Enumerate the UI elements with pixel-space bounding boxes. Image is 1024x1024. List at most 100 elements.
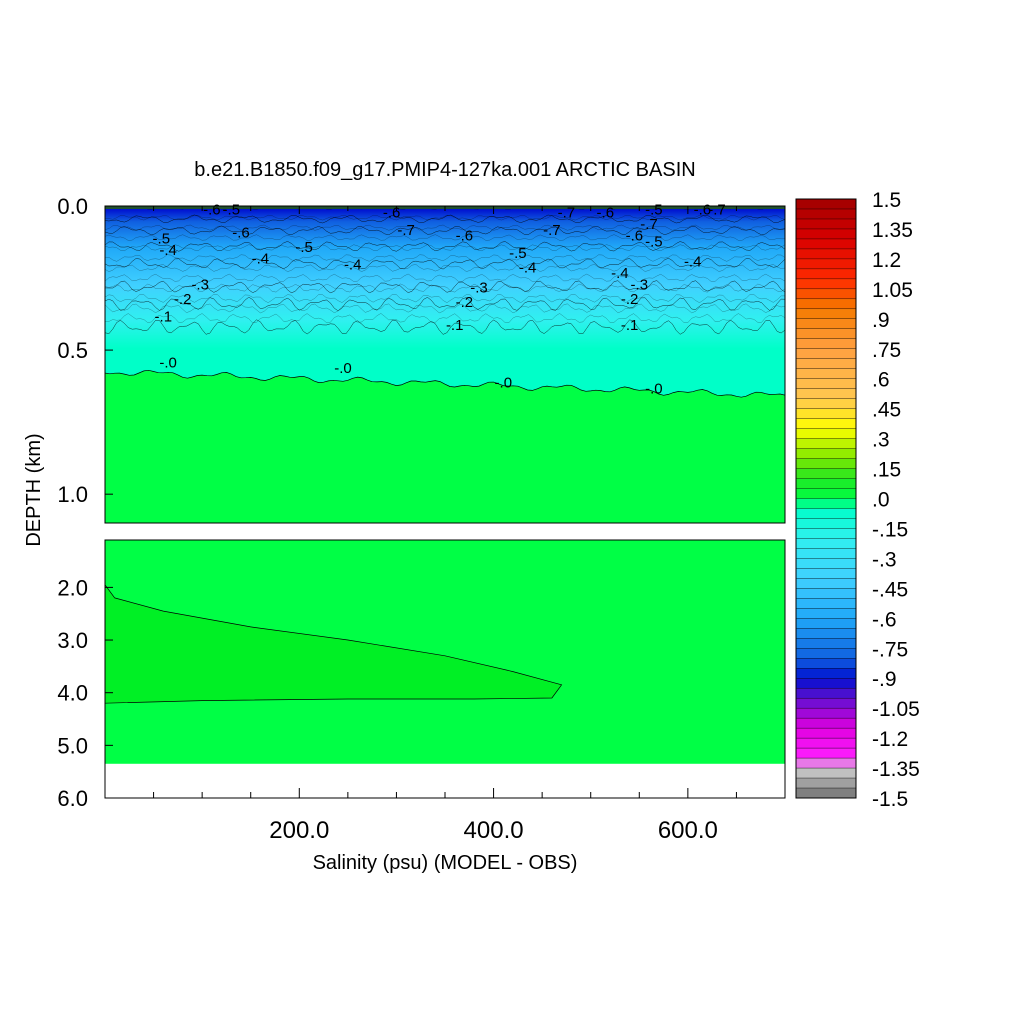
colorbar-bin xyxy=(795,428,857,440)
contour-label: -.5 xyxy=(153,231,171,248)
colorbar-bin xyxy=(795,238,857,250)
colorbar-label: -.6 xyxy=(872,608,897,631)
colorbar-label: 1.2 xyxy=(872,249,901,272)
stratification-line xyxy=(104,244,786,252)
colorbar-label: -.75 xyxy=(872,638,908,661)
colorbar-frame xyxy=(795,198,857,799)
colorbar-bin xyxy=(795,248,857,260)
contour-label: -.6 xyxy=(597,205,615,222)
y-tick-label: 6.0 xyxy=(57,786,88,811)
colorbar-label: .45 xyxy=(872,399,901,422)
colorbar-label: -1.35 xyxy=(872,758,920,781)
colorbar-bin xyxy=(795,668,857,679)
contour-label: -.2 xyxy=(174,291,192,308)
colorbar-bin xyxy=(795,418,857,430)
contour-line-m01 xyxy=(104,319,786,335)
y-tick-label: 5.0 xyxy=(57,733,88,758)
colorbar-bin xyxy=(795,687,857,699)
colorbar-bin xyxy=(795,578,857,589)
colorbar-bin xyxy=(795,258,857,270)
x-tick-label: 200.0 xyxy=(269,817,329,844)
contour-label: -.1 xyxy=(155,308,173,325)
colorbar-bin xyxy=(795,598,857,609)
colorbar-label: .0 xyxy=(872,489,890,512)
stratification-line xyxy=(104,273,786,282)
contour-line-m06 xyxy=(104,225,786,236)
contour-label: -.1 xyxy=(446,317,464,334)
colorbar-bin xyxy=(795,408,857,420)
contour-label: -.2 xyxy=(456,294,474,311)
colorbar-bin xyxy=(795,777,857,789)
colorbar-bin xyxy=(795,268,857,280)
contour-line-m04 xyxy=(104,257,786,270)
y-axis-label: DEPTH (km) xyxy=(23,433,45,546)
colorbar-bin xyxy=(795,298,857,310)
colorbar-bin xyxy=(795,328,857,340)
contour-label: -.3 xyxy=(631,277,649,294)
colorbar-label: -1.05 xyxy=(872,698,920,721)
stratification-line xyxy=(104,215,786,221)
colorbar-bin xyxy=(795,388,857,400)
contour-label: -.6 xyxy=(383,205,401,222)
colorbar-bin xyxy=(795,288,857,300)
contour-label: -.5 xyxy=(645,233,663,250)
colorbar-bin xyxy=(795,727,857,739)
contour-label: -.4 xyxy=(684,254,702,271)
colorbar-bin xyxy=(795,228,857,240)
colorbar-bin xyxy=(795,368,857,380)
deep-wedge-contour xyxy=(104,583,563,704)
contour-label: -.1 xyxy=(621,317,639,334)
y-tick-label: 1.0 xyxy=(57,482,88,507)
colorbar-bin xyxy=(795,448,857,460)
colorbar-label: .9 xyxy=(872,309,890,332)
chart-title: b.e21.B1850.f09_g17.PMIP4-127ka.001 ARCT… xyxy=(194,159,695,181)
contour-label: -.0 xyxy=(645,380,663,397)
colorbar-label: 1.5 xyxy=(872,189,901,212)
stratification-line xyxy=(104,294,785,303)
colorbar-label: .3 xyxy=(872,429,890,452)
colorbar-bin xyxy=(795,198,857,210)
contour-label: -.6 xyxy=(232,225,250,242)
colorbar-label: -.3 xyxy=(872,548,897,571)
colorbar-bin xyxy=(795,638,857,649)
colorbar-bin xyxy=(795,678,857,689)
colorbar-bin xyxy=(795,358,857,370)
colorbar-label: .6 xyxy=(872,369,890,392)
y-tick-label: 3.0 xyxy=(57,628,88,653)
colorbar-bin xyxy=(795,488,857,499)
contour-label: -.7 xyxy=(640,216,658,233)
lower-panel xyxy=(104,539,786,799)
colorbar-bin xyxy=(795,478,857,490)
colorbar-label: -.9 xyxy=(872,668,897,691)
contour-label: -.7 xyxy=(543,222,561,239)
colorbar-label: .15 xyxy=(872,459,901,482)
contour-label: -.5 xyxy=(223,202,241,219)
colorbar-bin xyxy=(795,767,857,779)
colorbar-label: -.15 xyxy=(872,518,908,541)
contour-line-m03 xyxy=(104,280,786,294)
colorbar-bin xyxy=(795,747,857,759)
colorbar-bin xyxy=(795,538,857,549)
colorbar-label: -.45 xyxy=(872,578,908,601)
y-tick-label: 0.0 xyxy=(57,194,88,219)
contour-label: -.7 xyxy=(397,222,415,239)
contour-label: -.7 xyxy=(558,205,576,222)
colorbar-bin xyxy=(795,458,857,470)
colorbar-bin xyxy=(795,737,857,749)
x-axis: 200.0 400.0 600.0 xyxy=(153,206,737,844)
colorbar-bin xyxy=(795,628,857,639)
contour-label: -.0 xyxy=(334,360,352,377)
zero-contour-region xyxy=(104,369,786,524)
colorbar-label: -1.5 xyxy=(872,788,908,811)
colorbar-bin xyxy=(795,618,857,629)
colorbar-bin xyxy=(795,278,857,290)
stratification-line xyxy=(104,234,785,241)
stratification-line xyxy=(104,313,786,324)
stratification-line xyxy=(104,264,786,272)
contour-line-m07 xyxy=(104,214,786,224)
y-tick-label: 0.5 xyxy=(57,338,88,363)
colorbar-bin xyxy=(795,757,857,769)
colorbar-bin xyxy=(795,398,857,410)
colorbar-bin xyxy=(795,308,857,320)
stratification-line xyxy=(104,254,786,262)
